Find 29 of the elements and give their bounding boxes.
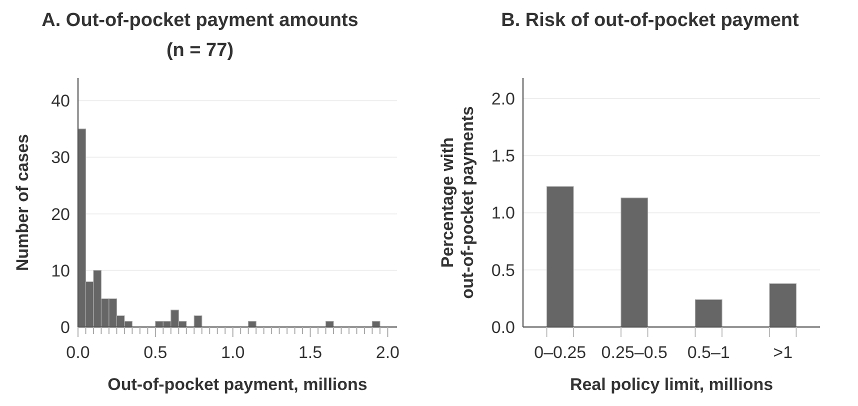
y-tick-label: 30 (51, 148, 70, 168)
y-tick-label: 0.0 (491, 318, 515, 337)
chart-title: B. Risk of out-of-pocket payment (501, 10, 800, 31)
x-tick-label: 1.0 (221, 343, 245, 362)
x-tick-label: 0.5 (144, 343, 168, 362)
bar (546, 186, 574, 328)
bar (769, 283, 797, 328)
x-tick-label: 0.25–0.5 (601, 343, 668, 362)
y-tick-label: 20 (51, 204, 70, 224)
x-tick-label: 1.5 (298, 343, 322, 362)
y-tick-label: 2.0 (491, 90, 515, 109)
y-tick-label: 40 (51, 92, 70, 111)
bar (620, 198, 648, 328)
y-tick-label: 0 (60, 318, 70, 337)
y-axis-title: Number of cases (13, 134, 32, 271)
y-tick-label: 10 (51, 261, 70, 280)
x-axis-title: Real policy limit, millions (570, 375, 774, 394)
x-tick-label: >1 (773, 343, 793, 362)
y-tick-label: 0.5 (491, 260, 515, 280)
x-axis-title: Out-of-pocket payment, millions (108, 375, 368, 394)
x-tick-label: 0.0 (66, 343, 90, 362)
bar (694, 299, 722, 328)
y-tick-label: 1.0 (491, 204, 515, 223)
y-axis-title: Percentage with out-of-pocket payments (438, 106, 477, 299)
x-tick-label: 0.5–1 (687, 343, 730, 362)
x-tick-label: 0–0.25 (534, 343, 586, 362)
chart-title: A. Out-of-pocket payment amounts (n = 77) (42, 10, 358, 61)
y-tick-label: 1.5 (491, 146, 515, 166)
x-tick-label: 2.0 (376, 343, 400, 362)
